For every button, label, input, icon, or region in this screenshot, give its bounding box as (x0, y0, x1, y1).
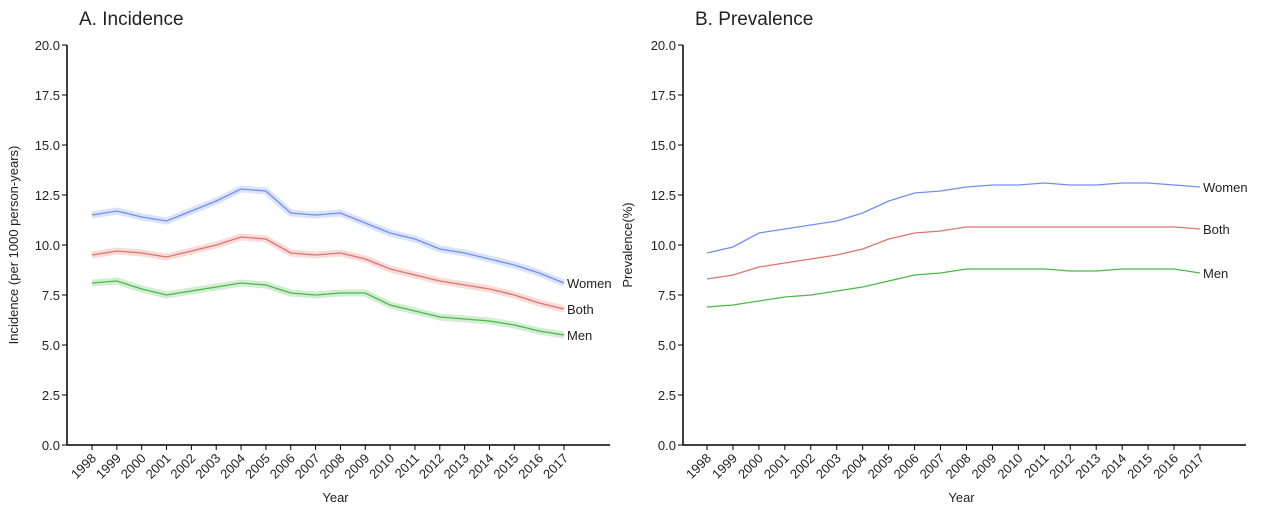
x-axis-label: Year (322, 490, 349, 505)
x-tick-label: 2004 (217, 451, 248, 482)
y-tick-label: 15.0 (35, 138, 60, 153)
x-tick-label: 2008 (943, 451, 974, 482)
x-axis-label: Year (948, 490, 975, 505)
x-tick-label: 1999 (709, 451, 740, 482)
confidence-band (91, 185, 566, 287)
y-tick-label: 0.0 (42, 438, 60, 453)
x-tick-label: 2000 (735, 451, 766, 482)
x-tick-label: 2010 (366, 451, 397, 482)
y-tick-label: 20.0 (35, 38, 60, 53)
y-tick-label: 10.0 (651, 238, 676, 253)
x-tick-label: 2002 (787, 451, 818, 482)
x-tick-label: 1999 (93, 451, 124, 482)
x-tick-label: 1998 (683, 451, 714, 482)
chart-title: A. Incidence (79, 9, 184, 30)
y-tick-label: 12.5 (651, 188, 676, 203)
x-tick-label: 2005 (242, 451, 273, 482)
x-tick-label: 2000 (118, 451, 149, 482)
x-tick-label: 2017 (1176, 451, 1207, 482)
y-axis-label: Prevalence(%) (620, 202, 635, 287)
y-tick-label: 15.0 (651, 138, 676, 153)
x-tick-label: 2002 (167, 451, 198, 482)
x-tick-label: 2017 (540, 451, 571, 482)
x-tick-label: 2015 (1124, 451, 1155, 482)
y-tick-label: 7.5 (42, 288, 60, 303)
y-tick-label: 0.0 (658, 438, 676, 453)
x-tick-label: 2016 (515, 451, 546, 482)
y-axis-label: Incidence (per 1000 person-years) (6, 146, 21, 345)
series-label: Men (567, 328, 592, 343)
y-tick-label: 20.0 (651, 38, 676, 53)
x-tick-label: 2001 (761, 451, 792, 482)
x-tick-label: 2015 (490, 451, 521, 482)
series-line (91, 188, 565, 284)
x-tick-label: 2006 (267, 451, 298, 482)
series-label: Men (1203, 266, 1228, 281)
x-tick-label: 2012 (416, 451, 447, 482)
y-tick-label: 2.5 (42, 388, 60, 403)
x-tick-label: 1998 (68, 451, 99, 482)
series-line (706, 182, 1201, 254)
chart-title: B. Prevalence (695, 9, 813, 30)
x-tick-label: 2014 (1098, 451, 1129, 482)
x-tick-label: 2012 (1046, 451, 1077, 482)
y-tick-label: 7.5 (658, 288, 676, 303)
series-line (706, 268, 1201, 308)
series-label: Women (1203, 180, 1248, 195)
series-line (706, 226, 1201, 280)
x-tick-label: 2016 (1150, 451, 1181, 482)
x-tick-label: 2009 (341, 451, 372, 482)
y-tick-label: 2.5 (658, 388, 676, 403)
y-tick-label: 12.5 (35, 188, 60, 203)
x-tick-label: 2004 (839, 451, 870, 482)
x-tick-label: 2007 (292, 451, 323, 482)
x-tick-label: 2009 (968, 451, 999, 482)
x-tick-label: 2010 (994, 451, 1025, 482)
series-label: Women (567, 276, 612, 291)
x-tick-label: 2005 (865, 451, 896, 482)
series-line (91, 236, 565, 310)
y-tick-label: 17.5 (651, 88, 676, 103)
x-tick-label: 2013 (1072, 451, 1103, 482)
x-tick-label: 2011 (1021, 451, 1051, 481)
series-label: Both (567, 302, 594, 317)
y-tick-label: 5.0 (658, 338, 676, 353)
x-tick-label: 2003 (813, 451, 844, 482)
confidence-band (91, 233, 565, 313)
x-tick-label: 2001 (143, 451, 174, 482)
x-tick-label: 2003 (192, 451, 223, 482)
y-tick-label: 5.0 (42, 338, 60, 353)
y-tick-label: 17.5 (35, 88, 60, 103)
series-label: Both (1203, 222, 1230, 237)
x-tick-label: 2007 (917, 451, 948, 482)
x-tick-label: 2006 (891, 451, 922, 482)
x-tick-label: 2011 (392, 451, 422, 481)
x-tick-label: 2013 (441, 451, 472, 482)
y-tick-label: 10.0 (35, 238, 60, 253)
x-tick-label: 2008 (316, 451, 347, 482)
x-tick-label: 2014 (466, 451, 497, 482)
series-line (91, 280, 565, 336)
